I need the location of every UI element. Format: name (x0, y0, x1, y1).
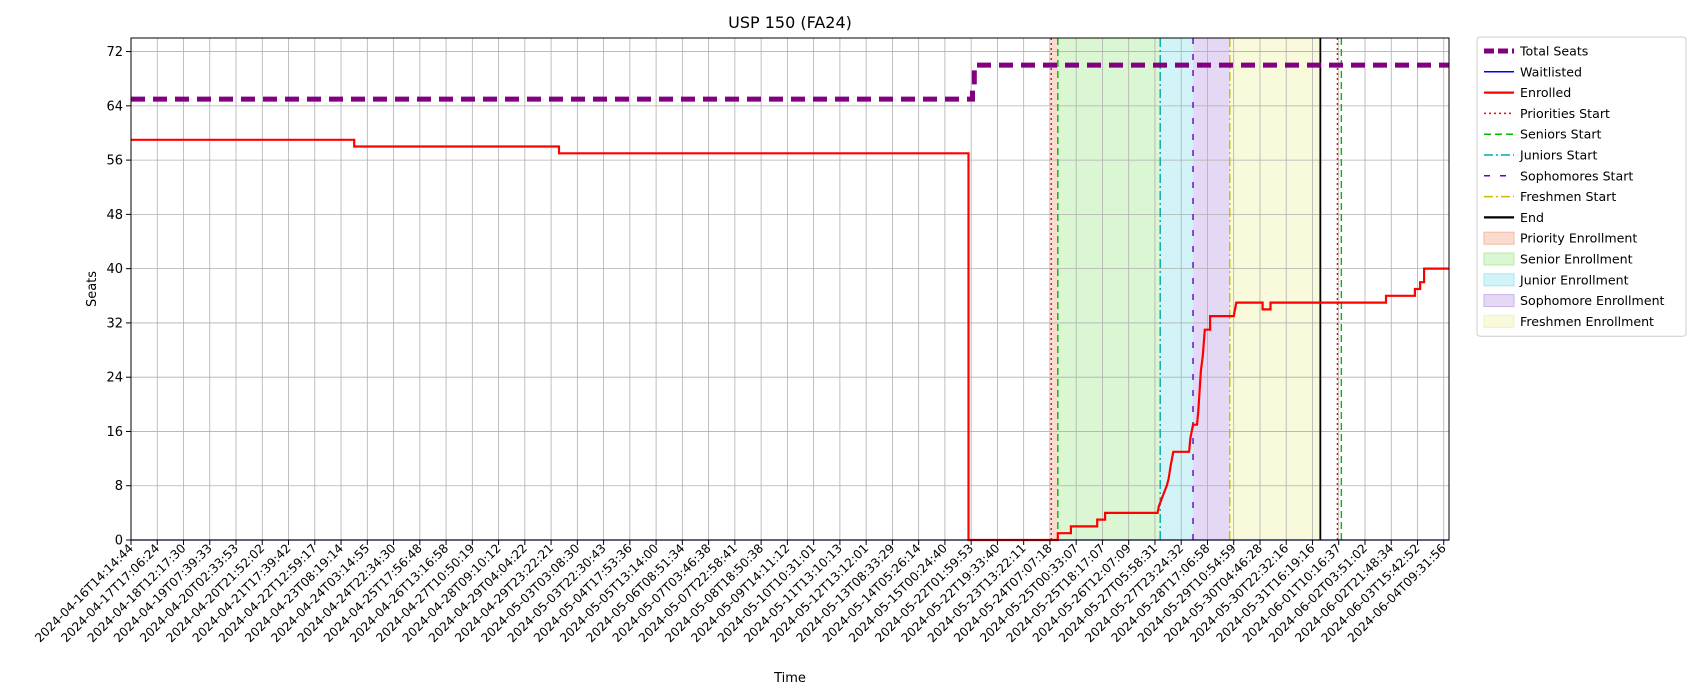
legend-swatch (1483, 294, 1515, 308)
shaded-region-0 (1051, 38, 1058, 540)
x-axis-label: Time (773, 671, 806, 686)
y-tick-label: 72 (106, 45, 123, 60)
y-tick-label: 24 (106, 371, 123, 386)
y-axis-label: Seats (85, 271, 100, 307)
legend-label: Priorities Start (1520, 106, 1610, 121)
y-tick-label: 32 (106, 316, 123, 331)
legend-label: Seniors Start (1520, 127, 1601, 142)
y-tick-label: 56 (106, 154, 123, 169)
legend-frame (1476, 36, 1687, 337)
y-tick-label: 64 (106, 99, 123, 114)
legend-label: Freshmen Start (1520, 189, 1616, 204)
shaded-region-3 (1193, 38, 1230, 540)
legend-label: End (1520, 210, 1544, 225)
legend-swatch (1483, 231, 1515, 245)
legend-label: Waitlisted (1520, 64, 1582, 79)
axes-frame (130, 37, 1450, 541)
legend-label: Sophomore Enrollment (1520, 293, 1665, 308)
shaded-region-2 (1160, 38, 1194, 540)
legend-swatch (1483, 252, 1515, 266)
chart-title: USP 150 (FA24) (728, 13, 852, 32)
legend-label: Sophomores Start (1520, 168, 1633, 183)
legend-swatch (1483, 273, 1515, 287)
legend-label: Total Seats (1519, 44, 1588, 59)
series-line-2 (131, 138, 1449, 542)
shaded-region-1 (1057, 38, 1161, 540)
legend-label: Junior Enrollment (1519, 272, 1629, 287)
y-tick-label: 40 (106, 262, 123, 277)
legend-swatch (1483, 314, 1515, 328)
legend-label: Juniors Start (1519, 148, 1597, 163)
y-tick-label: 48 (106, 208, 123, 223)
y-tick-label: 16 (106, 425, 123, 440)
legend-label: Enrolled (1520, 85, 1571, 100)
y-tick-label: 0 (115, 534, 123, 549)
legend-label: Priority Enrollment (1520, 231, 1637, 246)
legend-label: Freshmen Enrollment (1520, 314, 1654, 329)
legend: Total Seats Waitlisted Enrolled Priorities … (1476, 36, 1687, 337)
y-tick-label: 8 (115, 479, 123, 494)
legend-label: Senior Enrollment (1520, 252, 1633, 267)
shaded-region-4 (1229, 38, 1321, 540)
series-line-0 (131, 62, 1449, 102)
